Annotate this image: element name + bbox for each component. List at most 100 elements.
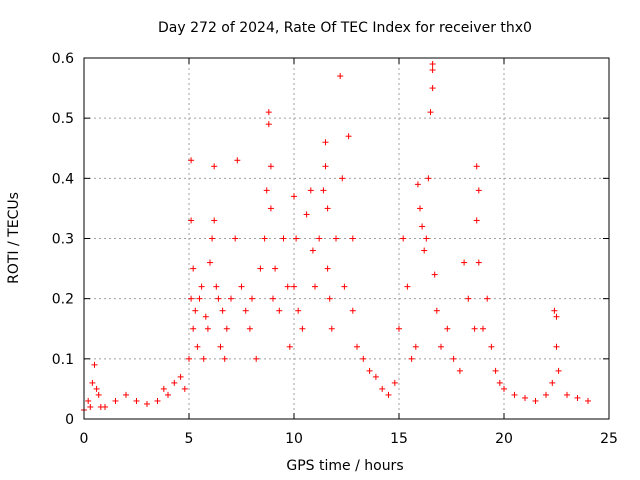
data-point [551,307,558,314]
data-point [280,235,287,242]
data-point [221,355,228,362]
data-point [408,355,415,362]
data-point [341,283,348,290]
data-point [102,403,108,410]
data-point [291,193,297,200]
data-point [295,307,302,314]
data-point [211,217,218,224]
data-point [475,187,482,194]
data-point [471,325,478,332]
grid [84,58,609,419]
x-tick-label: 5 [185,431,194,447]
data-point [429,85,436,92]
data-point [154,397,161,404]
data-point [223,325,230,332]
data-point [181,385,188,392]
data-point [291,283,297,290]
data-point [316,235,323,242]
data-point [284,283,291,290]
data-point [190,265,197,272]
data-point [249,295,255,302]
data-point [461,259,468,266]
data-point [263,187,270,194]
x-tick-label: 20 [495,431,513,447]
data-point [404,283,411,290]
data-point [324,205,331,212]
data-point [112,397,119,404]
data-point [171,379,178,386]
data-point [427,109,434,116]
data-point [232,235,239,242]
data-point [85,397,92,404]
x-tick-label: 10 [285,431,303,447]
data-point [473,217,480,224]
data-point [265,121,272,128]
data-point [309,247,316,254]
x-tick-label: 15 [390,431,408,447]
data-point [412,343,419,350]
data-point [93,385,100,392]
data-point [419,223,426,230]
data-point [322,163,329,170]
y-tick-label: 0.5 [52,111,74,127]
data-point [366,367,373,374]
data-point [242,307,249,314]
data-point [522,394,528,401]
data-point [438,343,444,350]
data-point [574,394,581,401]
data-point [320,187,327,194]
data-point [190,325,197,332]
data-point [444,325,451,332]
data-point [286,343,293,350]
data-point [511,391,518,398]
data-point [165,391,171,398]
data-point [345,133,352,140]
data-point [354,343,360,350]
data-point [585,397,591,404]
data-points [81,61,591,413]
data-point [188,217,195,224]
data-point [549,379,556,386]
y-tick-label: 0.3 [52,232,74,248]
data-point [400,235,407,242]
data-point [91,361,98,368]
data-point [144,400,150,407]
data-point [192,307,199,314]
data-point [267,205,274,212]
data-point [219,307,226,314]
data-point [475,259,482,266]
y-axis-label: ROTI / TECUs [6,192,22,284]
data-point [89,379,96,386]
data-point [228,295,234,302]
data-point [303,211,310,218]
data-point [333,235,339,242]
data-point [339,175,346,182]
data-point [267,163,274,170]
data-point [213,283,220,290]
data-point [553,313,560,320]
data-point [564,391,570,398]
data-point [217,343,224,350]
data-point [484,295,491,302]
data-point [480,325,486,332]
data-point [198,283,205,290]
data-point [465,295,472,302]
data-point [417,205,423,212]
data-point [253,355,260,362]
y-tick-label: 0.2 [52,292,74,308]
x-axis-label: GPS time / hours [286,458,403,474]
data-point [501,385,507,392]
y-tick-label: 0 [65,412,74,428]
data-point [553,343,560,350]
data-point [188,295,195,302]
data-point [200,355,207,362]
data-point [299,325,306,332]
data-point [450,355,457,362]
data-point [421,247,428,254]
data-point [204,325,211,332]
y-axis-ticks: 0 0.1 0.2 0.3 0.4 0.5 0.6 [52,51,609,428]
data-point [555,367,562,374]
data-point [349,307,356,314]
data-point [429,67,436,74]
